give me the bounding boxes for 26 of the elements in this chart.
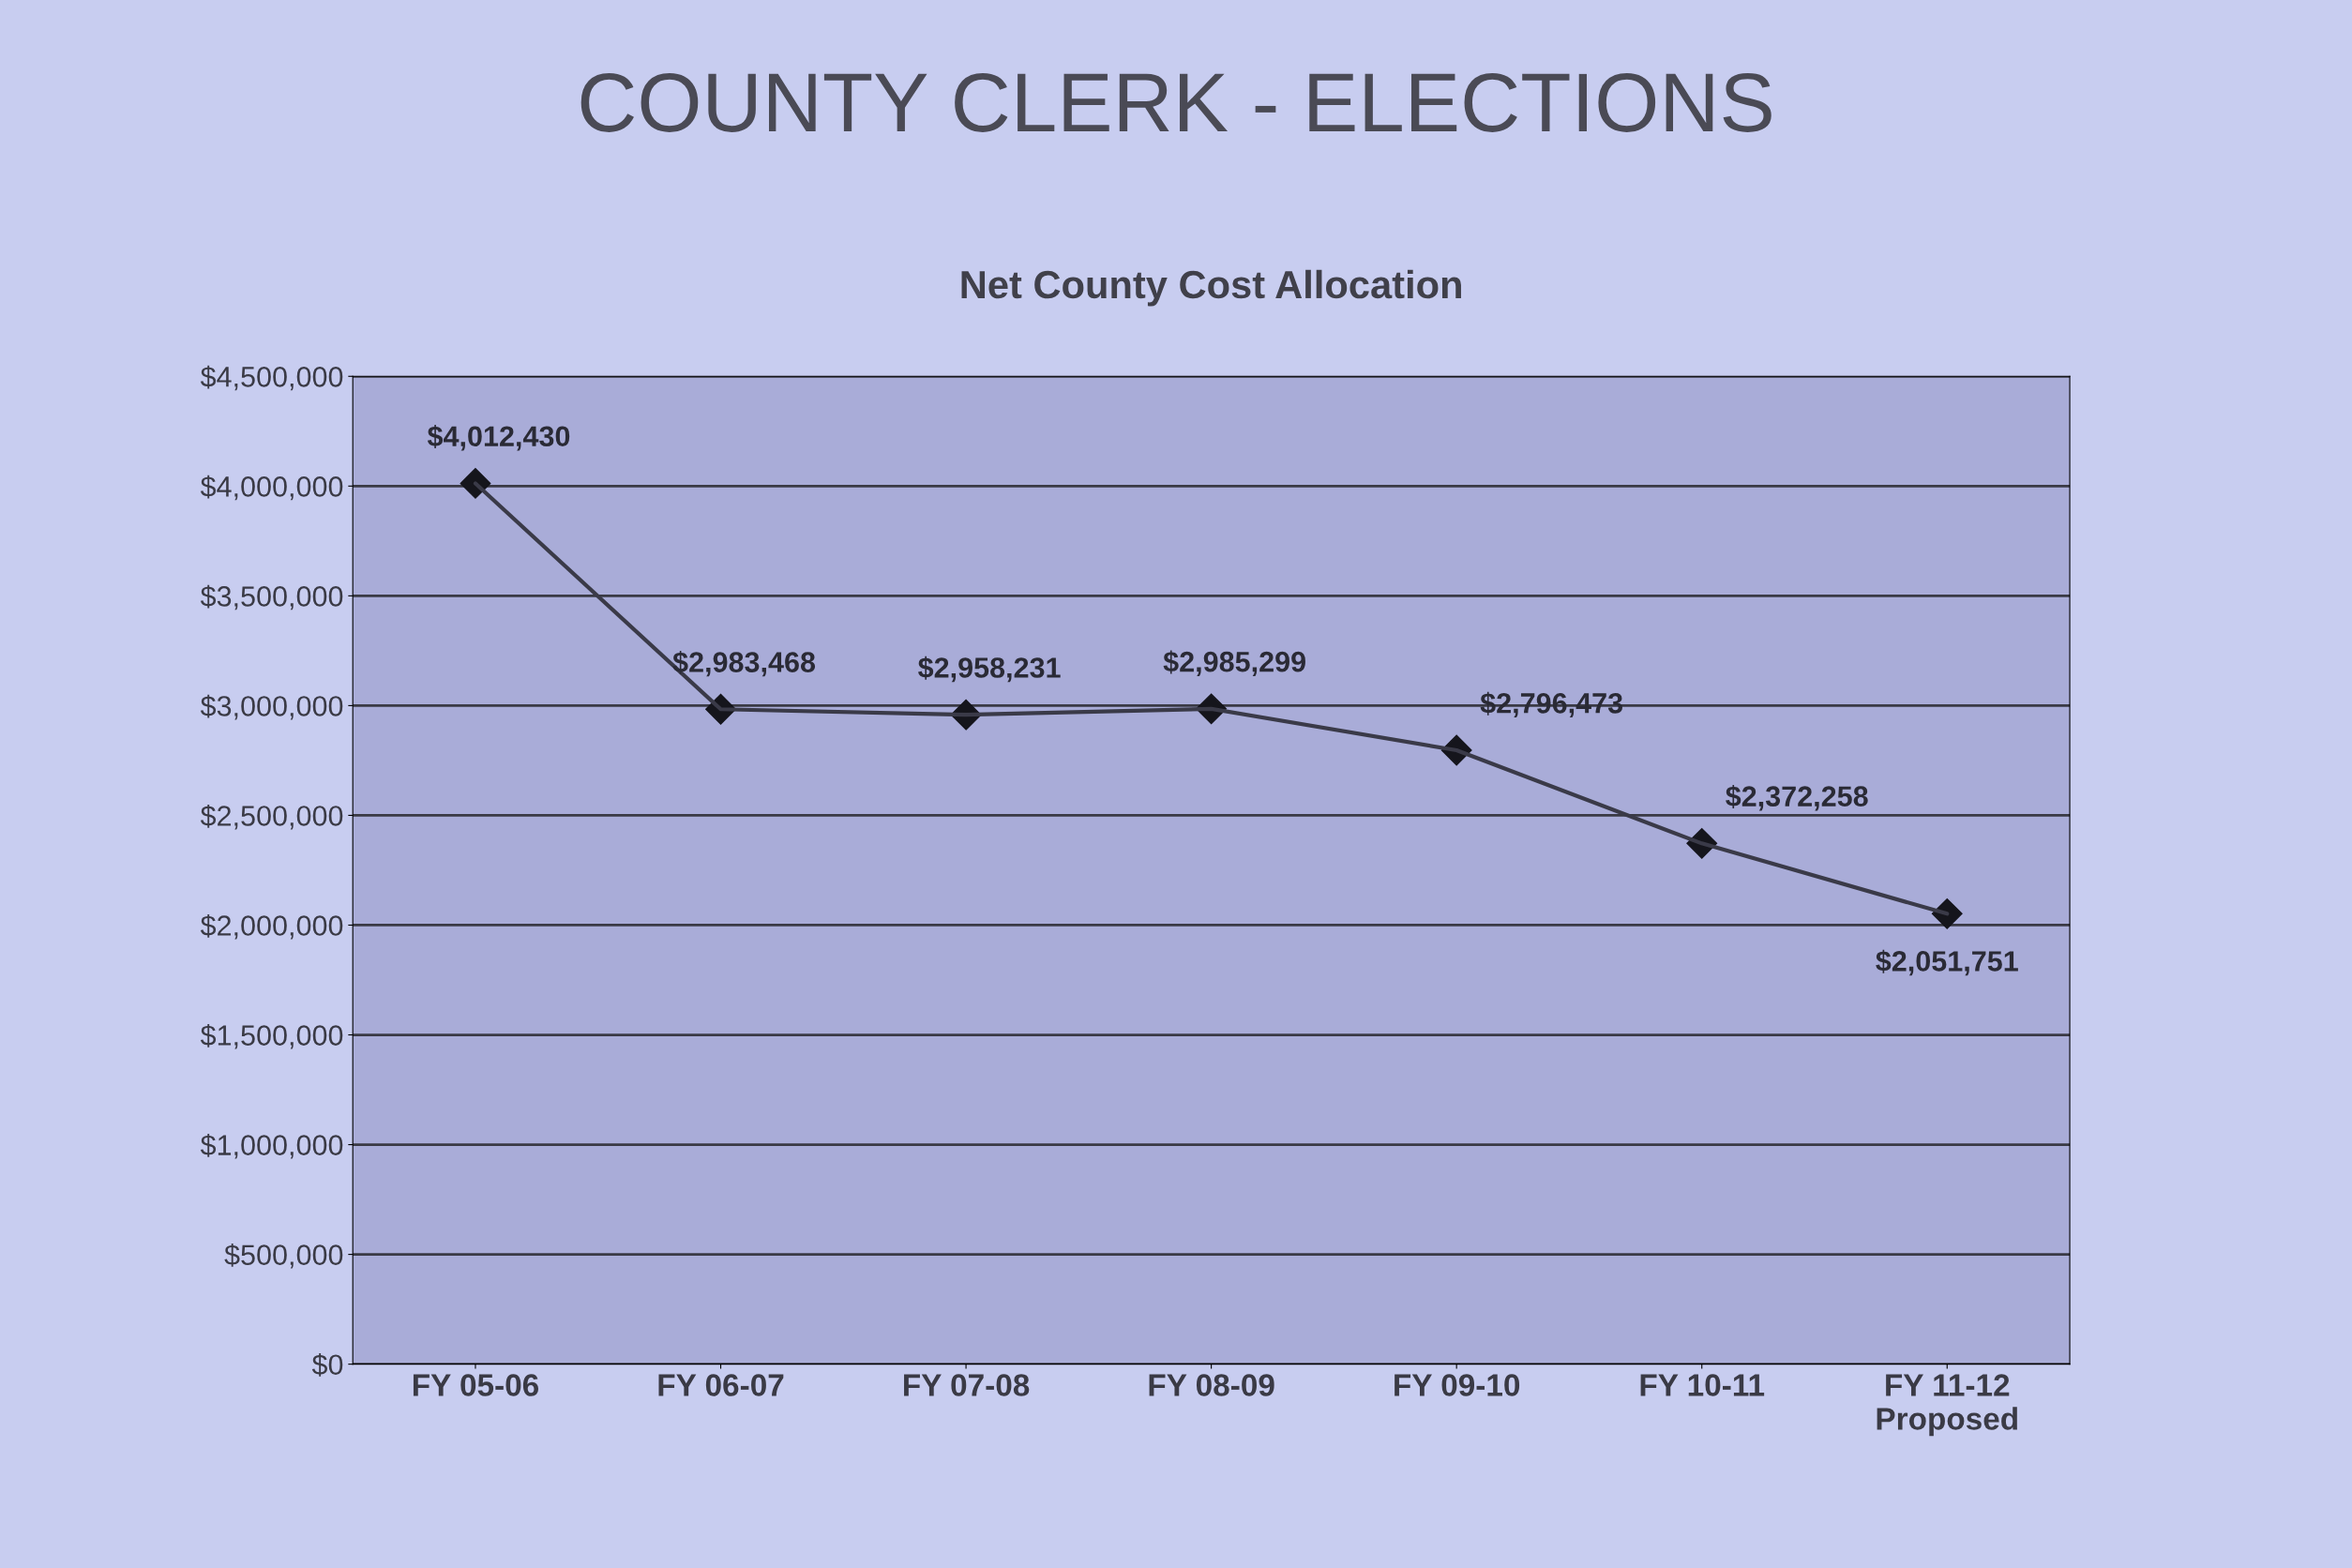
x-tick-label: FY 07-08 [904, 1374, 1030, 1396]
data-label: $2,372,258 [1726, 784, 1868, 811]
data-label: $2,958,231 [918, 656, 1061, 683]
y-tick-label: $2,500,000 [200, 804, 343, 830]
y-tick-label: $4,500,000 [200, 365, 343, 391]
data-label: $2,983,468 [672, 650, 816, 677]
y-tick-label: $1,000,000 [200, 1134, 343, 1159]
chart-title: COUNTY CLERK - ELECTIONS [580, 72, 1772, 132]
data-label: $2,051,751 [1876, 949, 2018, 976]
y-tick-label: $0 [311, 1353, 343, 1377]
x-tick-label: FY 10-11 [1640, 1374, 1765, 1396]
y-tick-label: $4,000,000 [200, 475, 343, 501]
x-tick-label: FY 11-12 Proposed [1877, 1374, 2017, 1437]
y-tick-label: $1,500,000 [200, 1023, 343, 1049]
data-label: $2,985,299 [1163, 650, 1305, 676]
data-label: $4,012,430 [427, 425, 570, 451]
y-tick-label: $2,000,000 [200, 913, 343, 940]
y-tick-label: $500,000 [224, 1244, 343, 1269]
x-tick-label: FY 06-07 [658, 1374, 784, 1396]
point [460, 468, 491, 499]
x-tick-label: FY 08-09 [1149, 1374, 1274, 1396]
x-tick-label: FY 05-06 [413, 1374, 539, 1396]
y-tick-label: $3,000,000 [200, 694, 343, 720]
chart-subtitle: Net County Cost Allocation [961, 269, 1461, 307]
y-tick-label: $3,500,000 [200, 584, 343, 611]
x-tick-label: FY 09-10 [1395, 1374, 1520, 1396]
